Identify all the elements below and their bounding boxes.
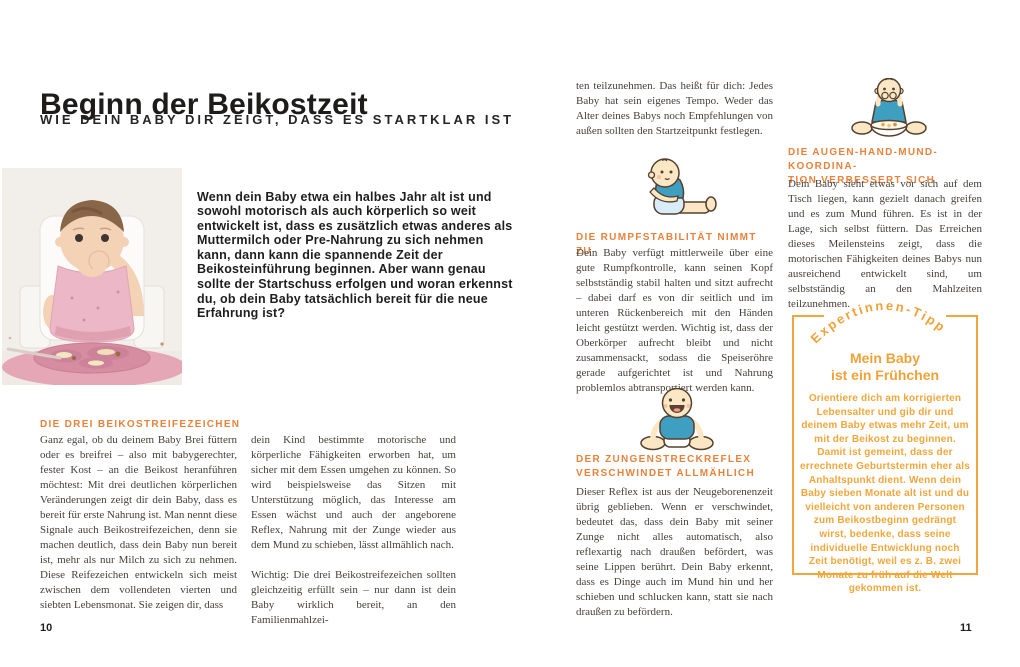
section-heading-rumpfstabilitaet: DIE RUMPFSTABILITÄT NIMMT ZU <box>576 232 757 257</box>
expert-tip-arc-text: Expertinnen-Tipp <box>808 298 948 346</box>
page-number-left: 10 <box>40 622 53 634</box>
page-number-right: 11 <box>960 622 972 634</box>
page-title: Beginn der Beikostzeit <box>40 88 368 122</box>
laughing-baby-icon <box>640 388 714 451</box>
continuation-paragraph: ten teilzunehmen. Das heißt für dich: Je… <box>576 80 773 137</box>
tip-body: Orientiere dich am korrigierten Lebensal… <box>800 393 970 595</box>
body-column-2-para-1: dein Kind bestimmte motorische und körpe… <box>251 434 456 551</box>
tip-box-border-gap <box>824 312 946 320</box>
section-body-rumpfstabilitaet: Dein Baby verfügt mittlerweile über eine… <box>576 247 773 394</box>
tip-title: Mein Baby ist ein Frühchen <box>830 350 940 383</box>
body-column-1: Ganz egal, ob du deinem Baby Brei fütter… <box>40 434 237 611</box>
body-column-2-para-2: Wichtig: Die drei Beikostreifezeichen so… <box>251 569 456 626</box>
section-heading-koordination: DIE AUGEN-HAND-MUND-KOORDINA- TION VERBE… <box>788 147 939 186</box>
section-heading-beikostreifezeichen: DIE DREI BEIKOSTREIFEZEICHEN <box>40 419 241 430</box>
section-body-koordination: Dein Baby sieht etwas vor sich auf dem T… <box>788 178 982 310</box>
section-heading-zungenstreckreflex: DER ZUNGENSTRECKREFLEX VERSCHWINDET ALLM… <box>576 454 755 479</box>
baby-highchair-photo <box>2 168 182 385</box>
svg-text:Expertinnen-Tipp: Expertinnen-Tipp <box>808 298 950 346</box>
body-column-2: dein Kind bestimmte motorische und körpe… <box>251 433 456 628</box>
section-body-zungenstreckreflex: Dieser Reflex ist aus der Neugeborenenze… <box>576 486 773 618</box>
baby-eating-from-bowl-icon <box>851 78 927 137</box>
sitting-baby-icon <box>647 158 717 215</box>
intro-paragraph: Wenn dein Baby etwa ein halbes Jahr alt … <box>197 189 513 321</box>
expert-tip-arc-label: Expertinnen-Tipp <box>808 298 950 346</box>
page-subtitle: WIE DEIN BABY DIR ZEIGT, DASS ES STARTKL… <box>40 112 515 127</box>
